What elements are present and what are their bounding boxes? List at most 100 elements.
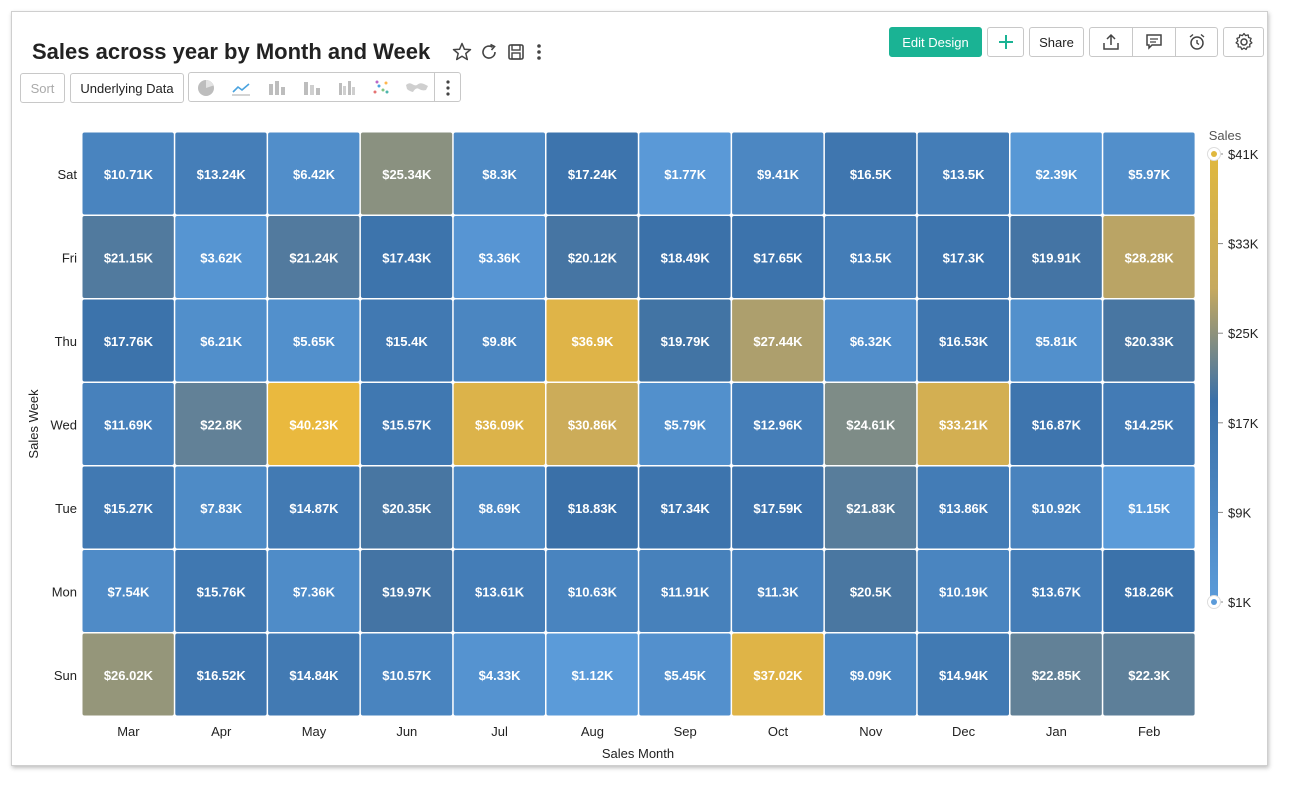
heatmap-cell[interactable]	[1103, 550, 1195, 632]
heatmap-cell[interactable]	[1010, 383, 1102, 465]
heatmap-cell[interactable]	[1010, 550, 1102, 632]
heatmap-cell[interactable]	[268, 550, 360, 632]
heatmap-cell[interactable]	[732, 383, 824, 465]
heatmap-cell[interactable]	[453, 383, 545, 465]
heatmap-cell[interactable]	[917, 383, 1009, 465]
heatmap-cell[interactable]	[175, 550, 267, 632]
heatmap-cell[interactable]	[360, 633, 453, 716]
heatmap-cell[interactable]	[824, 216, 917, 298]
heatmap-cell[interactable]	[732, 299, 824, 382]
heatmap-cell[interactable]	[917, 216, 1009, 298]
heatmap-cell[interactable]	[1103, 132, 1195, 215]
heatmap-cell[interactable]	[82, 383, 174, 465]
stacked-bar-icon[interactable]	[301, 77, 323, 99]
heatmap-cell[interactable]	[268, 466, 360, 549]
heatmap-cell[interactable]	[360, 132, 453, 215]
scatter-icon[interactable]	[370, 77, 392, 99]
heatmap-cell[interactable]	[732, 216, 824, 298]
settings-button[interactable]	[1223, 27, 1264, 57]
heatmap-cell[interactable]	[639, 633, 731, 716]
heatmap-cell[interactable]	[82, 633, 174, 716]
heatmap-cell[interactable]	[824, 633, 917, 716]
heatmap-cell[interactable]	[1103, 633, 1195, 716]
heatmap-cell[interactable]	[175, 299, 267, 382]
heatmap-cell[interactable]	[824, 550, 917, 632]
heatmap-cell[interactable]	[360, 383, 453, 465]
refresh-icon[interactable]	[478, 41, 500, 63]
heatmap-cell[interactable]	[453, 132, 545, 215]
heatmap-cell[interactable]	[732, 132, 824, 215]
heatmap-cell[interactable]	[1103, 216, 1195, 298]
heatmap-cell[interactable]	[732, 466, 824, 549]
more-vertical-icon[interactable]	[528, 41, 550, 63]
heatmap-cell[interactable]	[360, 216, 453, 298]
heatmap-cell[interactable]	[917, 132, 1009, 215]
heatmap-cell[interactable]	[546, 216, 638, 298]
heatmap-cell[interactable]	[1010, 132, 1102, 215]
star-icon[interactable]	[451, 41, 473, 63]
share-button[interactable]: Share	[1029, 27, 1084, 57]
heatmap-cell[interactable]	[175, 216, 267, 298]
heatmap-cell[interactable]	[824, 466, 917, 549]
heatmap-cell[interactable]	[639, 216, 731, 298]
grouped-bar-icon[interactable]	[336, 77, 358, 99]
heatmap-cell[interactable]	[639, 132, 731, 215]
heatmap-cell[interactable]	[546, 550, 638, 632]
heatmap-cell[interactable]	[268, 299, 360, 382]
heatmap-cell[interactable]	[639, 299, 731, 382]
map-icon[interactable]	[404, 77, 430, 99]
heatmap-cell[interactable]	[639, 466, 731, 549]
heatmap-cell[interactable]	[268, 383, 360, 465]
pie-chart-icon[interactable]	[195, 77, 217, 99]
heatmap-cell[interactable]	[639, 550, 731, 632]
heatmap-cell[interactable]	[546, 132, 638, 215]
heatmap-cell[interactable]	[1103, 299, 1195, 382]
add-button[interactable]	[987, 27, 1024, 57]
heatmap-cell[interactable]	[824, 383, 917, 465]
heatmap-cell[interactable]	[175, 633, 267, 716]
heatmap-cell[interactable]	[82, 466, 174, 549]
comment-button[interactable]	[1133, 28, 1175, 56]
heatmap-cell[interactable]	[268, 132, 360, 215]
heatmap-cell[interactable]	[360, 550, 453, 632]
heatmap-cell[interactable]	[360, 299, 453, 382]
heatmap-cell[interactable]	[175, 132, 267, 215]
heatmap-cell[interactable]	[82, 132, 174, 215]
heatmap-cell[interactable]	[546, 383, 638, 465]
heatmap-cell[interactable]	[453, 299, 545, 382]
sort-button[interactable]: Sort	[20, 73, 65, 103]
heatmap-cell[interactable]	[1010, 216, 1102, 298]
heatmap-cell[interactable]	[546, 299, 638, 382]
heatmap-cell[interactable]	[268, 216, 360, 298]
heatmap-cell[interactable]	[1103, 383, 1195, 465]
heatmap-cell[interactable]	[546, 633, 638, 716]
heatmap-cell[interactable]	[824, 132, 917, 215]
heatmap-cell[interactable]	[1010, 299, 1102, 382]
heatmap-cell[interactable]	[175, 466, 267, 549]
heatmap-cell[interactable]	[917, 299, 1009, 382]
heatmap-cell[interactable]	[360, 466, 453, 549]
heatmap-cell[interactable]	[732, 550, 824, 632]
heatmap-cell[interactable]	[82, 299, 174, 382]
heatmap-cell[interactable]	[1103, 466, 1195, 549]
heatmap-cell[interactable]	[917, 633, 1009, 716]
heatmap-cell[interactable]	[453, 633, 545, 716]
heatmap-cell[interactable]	[824, 299, 917, 382]
heatmap-cell[interactable]	[546, 466, 638, 549]
heatmap-cell[interactable]	[639, 383, 731, 465]
save-icon[interactable]	[505, 41, 527, 63]
heatmap-cell[interactable]	[732, 633, 824, 716]
heatmap-cell[interactable]	[1010, 466, 1102, 549]
export-button[interactable]	[1090, 28, 1132, 56]
heatmap-cell[interactable]	[917, 466, 1009, 549]
heatmap-cell[interactable]	[175, 383, 267, 465]
alarm-button[interactable]	[1176, 28, 1218, 56]
heatmap-cell[interactable]	[453, 466, 545, 549]
line-chart-icon[interactable]	[230, 77, 252, 99]
bar-chart-icon[interactable]	[266, 77, 288, 99]
heatmap-cell[interactable]	[917, 550, 1009, 632]
heatmap-cell[interactable]	[268, 633, 360, 716]
heatmap-cell[interactable]	[82, 216, 174, 298]
more-vertical-icon[interactable]	[437, 77, 459, 99]
heatmap-cell[interactable]	[1010, 633, 1102, 716]
